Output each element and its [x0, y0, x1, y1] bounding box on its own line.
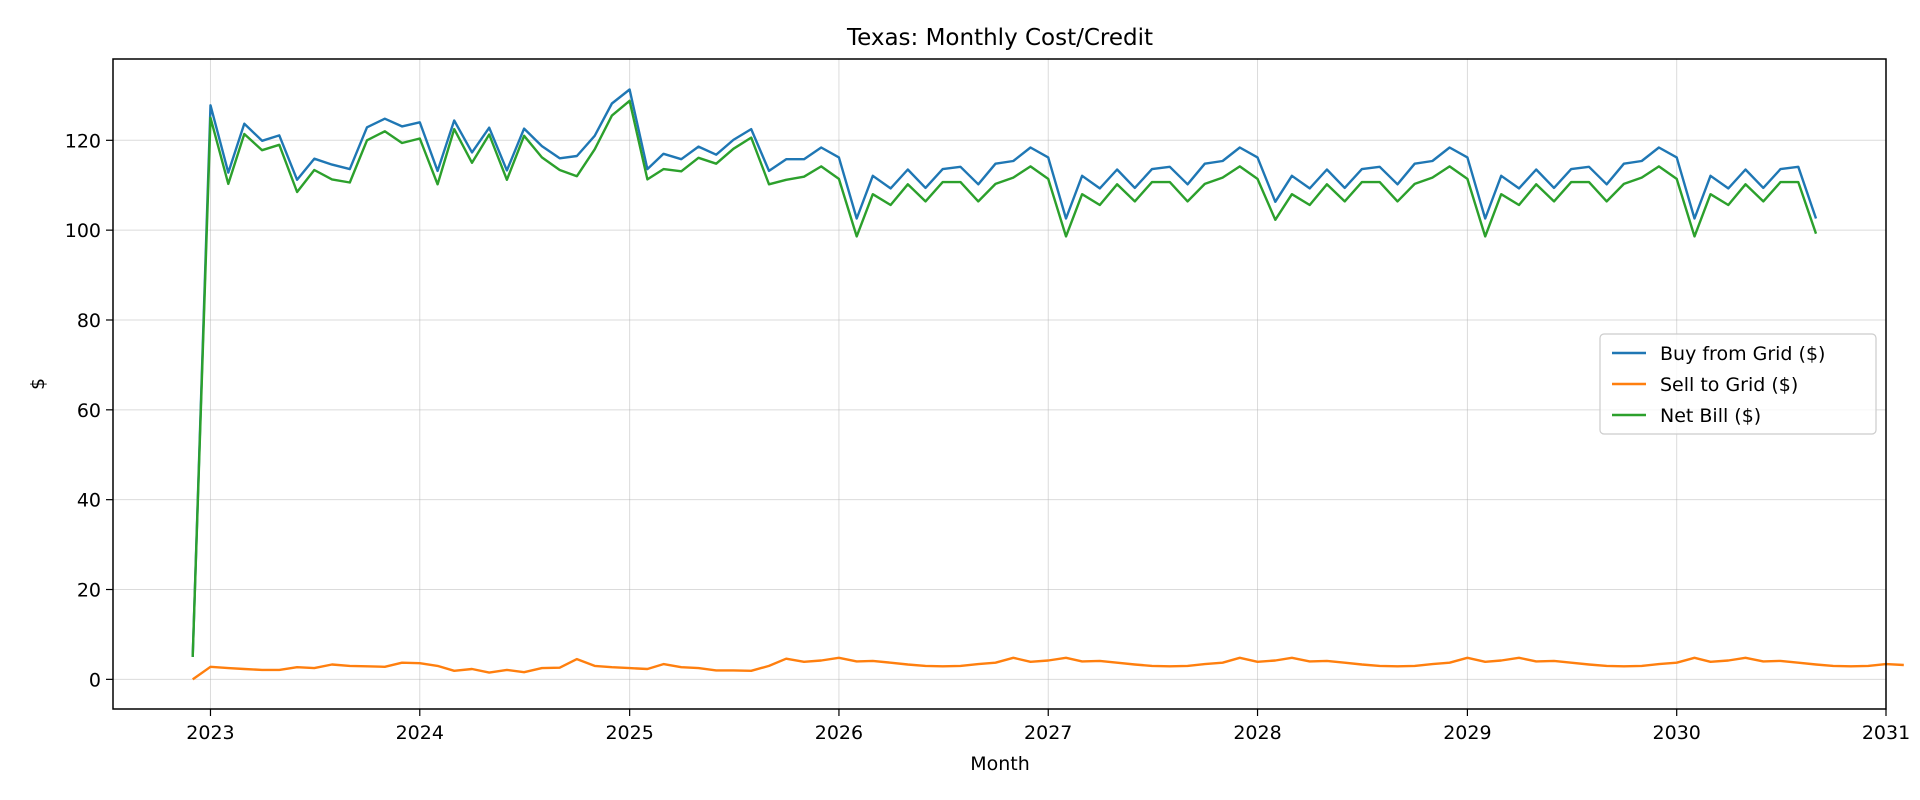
y-tick-label: 0 [89, 669, 101, 691]
series-line-2 [191, 99, 1818, 657]
y-tick-label: 100 [65, 220, 101, 242]
legend-label-0: Buy from Grid ($) [1660, 343, 1825, 365]
legend-label-2: Net Bill ($) [1660, 405, 1761, 427]
series-line-0 [191, 88, 1818, 657]
x-tick-label: 2026 [815, 722, 863, 744]
x-axis-label: Month [970, 753, 1030, 775]
x-tick-label: 2027 [1024, 722, 1072, 744]
y-tick-label: 20 [77, 580, 101, 602]
x-tick-label: 2030 [1653, 722, 1701, 744]
x-tick-label: 2028 [1233, 722, 1281, 744]
y-tick-label: 120 [65, 130, 101, 152]
series-line-1 [192, 656, 1904, 681]
x-tick-label: 2025 [605, 722, 653, 744]
legend-label-1: Sell to Grid ($) [1660, 374, 1798, 396]
x-axis-ticks: 2023 2024 2025 2026 2027 2028 2029 2030 2031 [186, 709, 1910, 744]
y-tick-label: 80 [77, 310, 101, 332]
y-tick-label: 60 [77, 400, 101, 422]
plot-area-frame [112, 58, 1887, 710]
x-tick-label: 2023 [186, 722, 234, 744]
x-tick-label: 2024 [396, 722, 444, 744]
legend: Buy from Grid ($) Sell to Grid ($) Net Bil… [1599, 333, 1877, 435]
legend-box [1599, 333, 1877, 435]
series-lines [191, 88, 1904, 681]
y-axis-label: $ [27, 378, 49, 390]
chart-title: Texas: Monthly Cost/Credit [846, 25, 1153, 51]
y-tick-label: 40 [77, 490, 101, 512]
x-tick-label: 2031 [1862, 722, 1910, 744]
x-tick-label: 2029 [1443, 722, 1491, 744]
y-axis-ticks: 0 20 40 60 80 100 120 [65, 130, 113, 691]
